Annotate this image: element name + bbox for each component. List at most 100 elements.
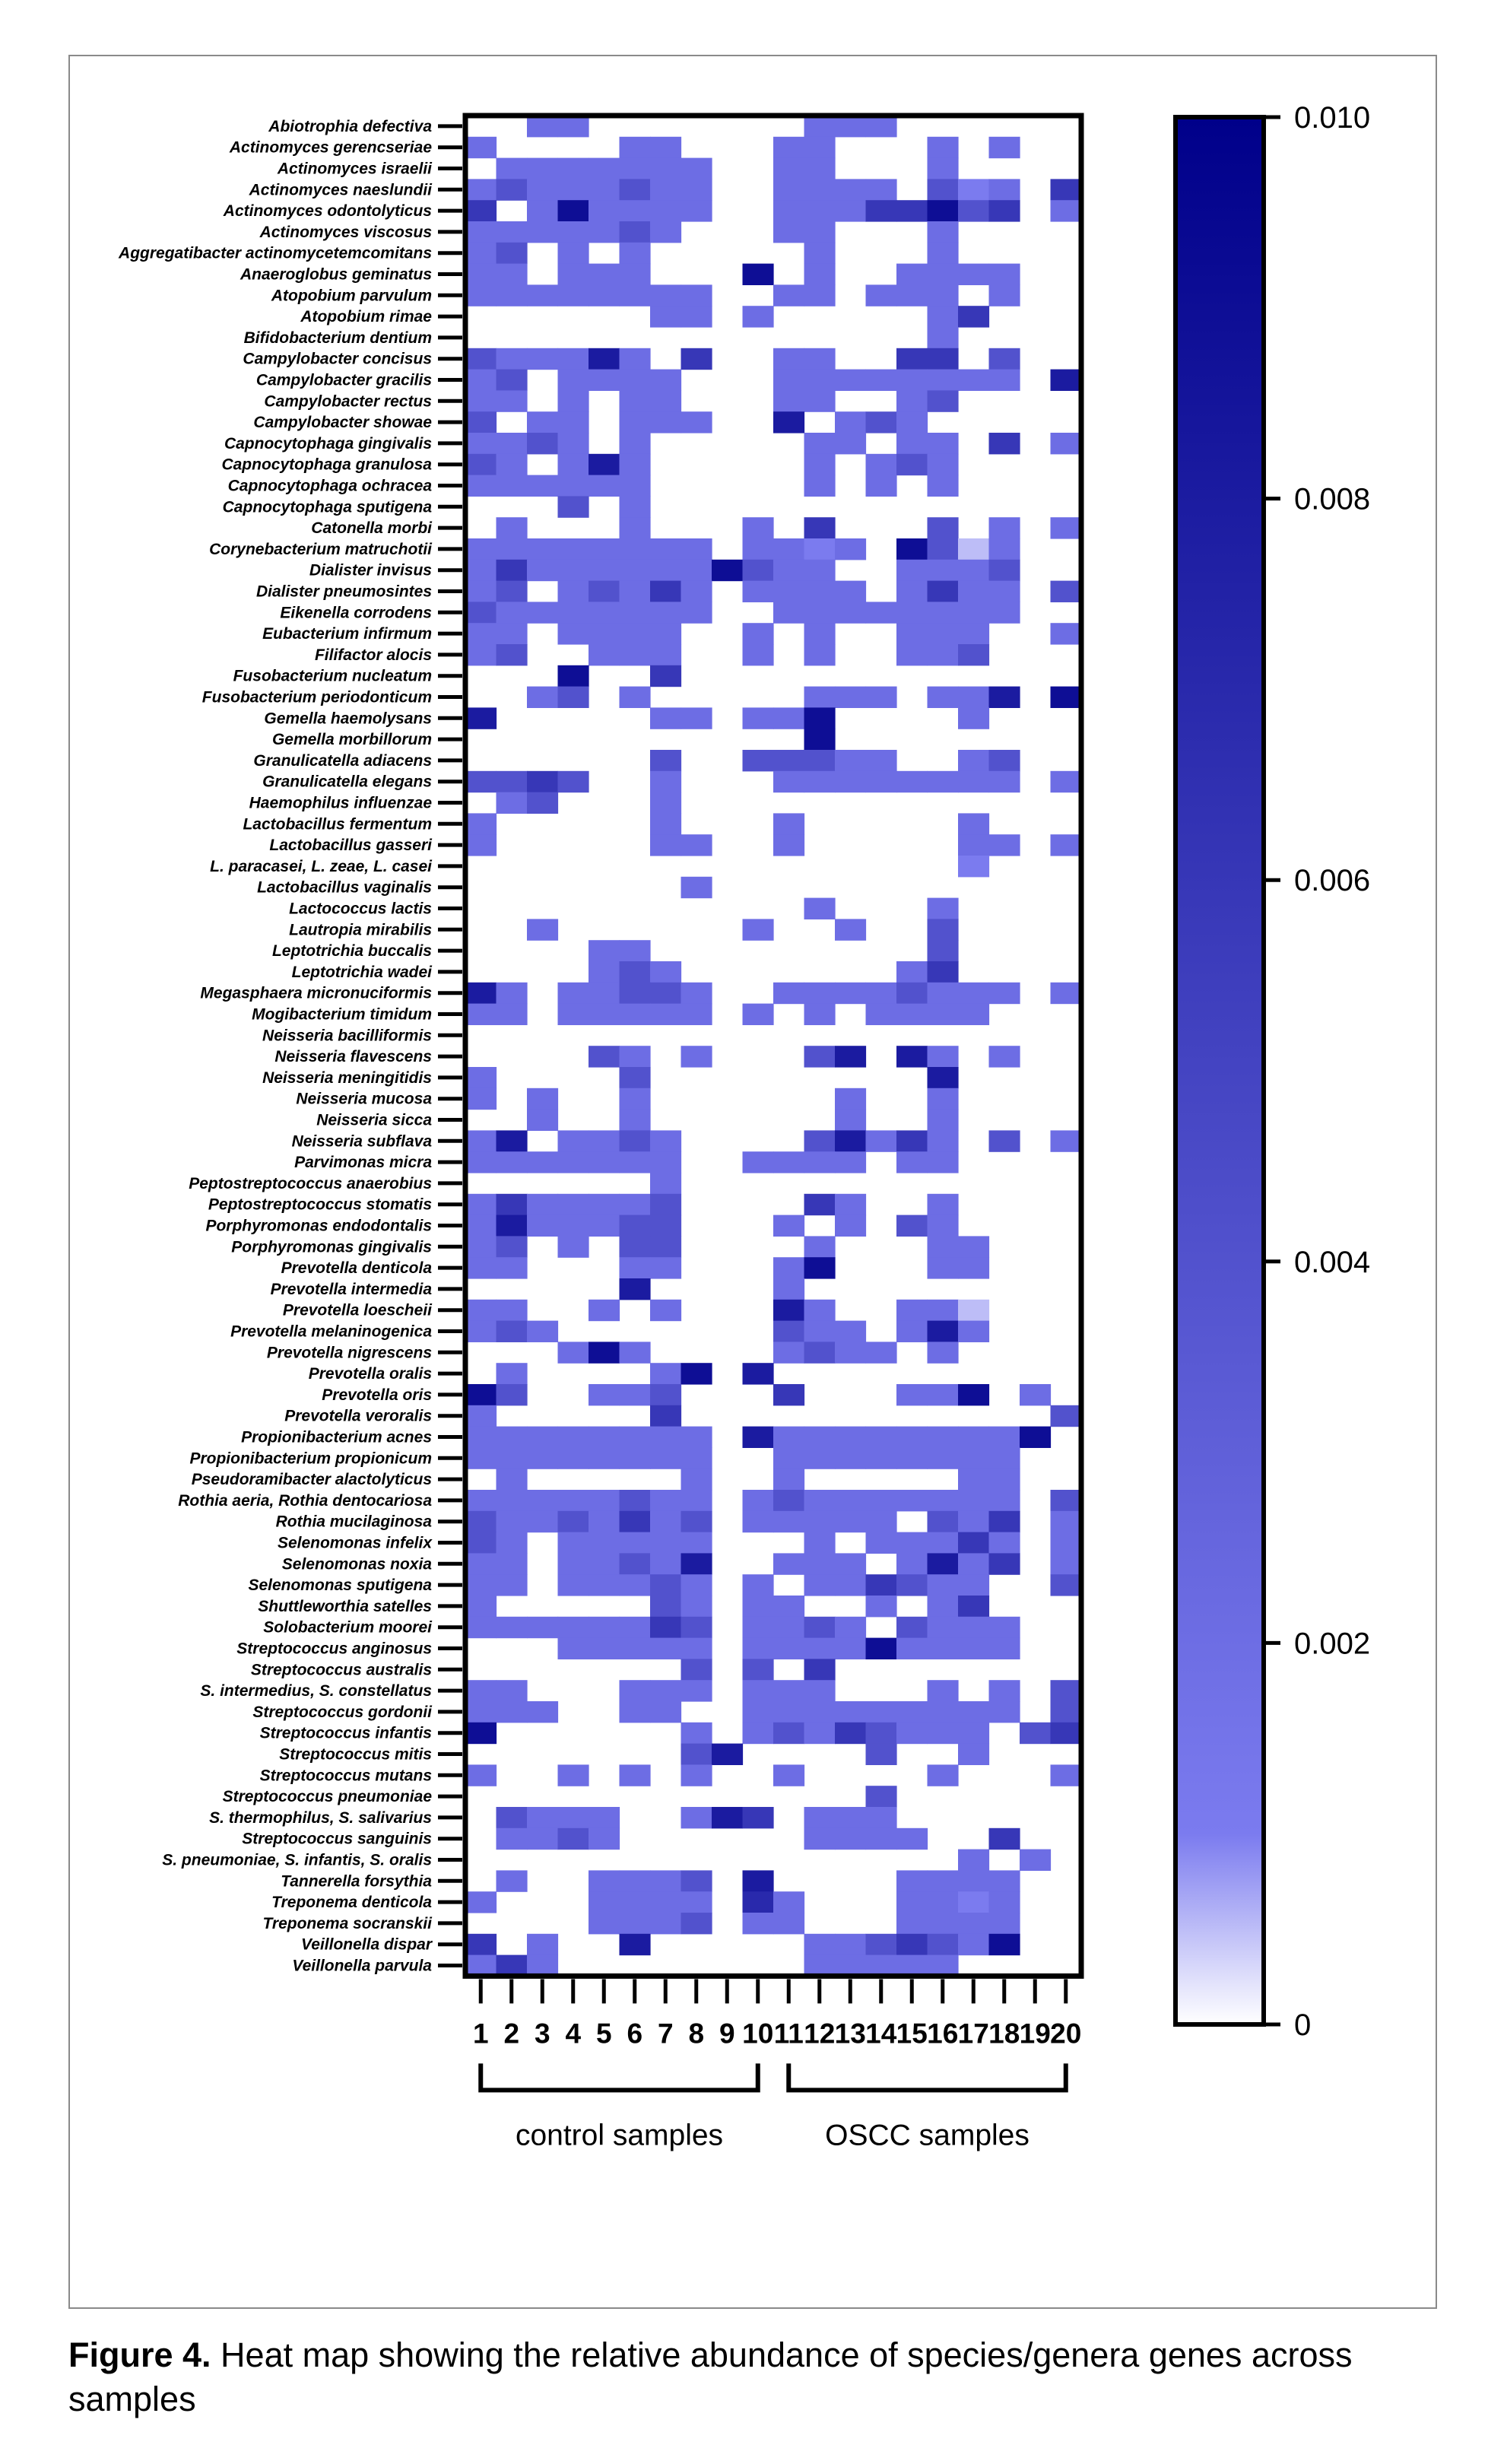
heatmap-cell bbox=[927, 686, 959, 708]
heatmap-cell bbox=[557, 1807, 589, 1829]
heatmap-cell bbox=[865, 116, 897, 138]
heatmap-cell bbox=[804, 453, 836, 476]
heatmap-cell bbox=[927, 1954, 959, 1977]
heatmap-cell bbox=[804, 1637, 836, 1659]
heatmap-cell bbox=[1050, 1532, 1082, 1554]
heatmap-cell bbox=[619, 538, 651, 560]
y-tick-label: Porphyromonas gingivalis bbox=[231, 1238, 432, 1256]
heatmap-cell bbox=[804, 1490, 836, 1512]
heatmap-cell bbox=[988, 1046, 1020, 1068]
heatmap-cell bbox=[896, 1532, 928, 1554]
heatmap-cell bbox=[650, 982, 682, 1005]
heatmap-cell bbox=[773, 750, 805, 772]
heatmap-cell bbox=[742, 1426, 774, 1448]
heatmap-cell bbox=[557, 200, 589, 222]
heatmap-cell bbox=[958, 1574, 990, 1596]
heatmap-cell bbox=[589, 580, 620, 602]
heatmap-cell bbox=[650, 1193, 682, 1216]
heatmap-cell bbox=[742, 263, 774, 285]
heatmap-cell bbox=[742, 559, 774, 582]
heatmap-cell bbox=[742, 644, 774, 666]
heatmap-cell bbox=[865, 475, 897, 497]
heatmap-cell bbox=[589, 1913, 620, 1935]
y-tick-label: Catonella morbi bbox=[311, 519, 433, 537]
x-tick-label: 11 bbox=[774, 2018, 804, 2049]
heatmap-cell bbox=[465, 1320, 497, 1342]
heatmap-cell bbox=[557, 1236, 589, 1258]
y-tick-label: Fusobacterium periodonticum bbox=[202, 689, 432, 706]
heatmap-cell bbox=[927, 390, 959, 412]
heatmap-cell bbox=[650, 580, 682, 602]
heatmap-cell bbox=[896, 1003, 928, 1025]
heatmap-cell bbox=[835, 1807, 867, 1829]
heatmap-cell bbox=[589, 453, 620, 476]
heatmap-cell bbox=[496, 1469, 528, 1491]
heatmap-cell bbox=[557, 284, 589, 306]
heatmap-cell bbox=[896, 1490, 928, 1512]
y-tick-label: Bifidobacterium dentium bbox=[244, 329, 432, 347]
heatmap-cell bbox=[496, 1574, 528, 1596]
x-tick-label: 4 bbox=[565, 2018, 581, 2049]
heatmap-cell bbox=[927, 1891, 959, 1913]
heatmap-cell bbox=[958, 1299, 990, 1322]
heatmap-cell bbox=[835, 1151, 867, 1173]
heatmap-cell bbox=[1050, 369, 1082, 391]
heatmap-cell bbox=[927, 770, 959, 793]
heatmap-cell bbox=[958, 770, 990, 793]
x-tick-label: 15 bbox=[896, 2018, 928, 2049]
heatmap-cell bbox=[988, 517, 1020, 539]
heatmap-cell bbox=[804, 1342, 836, 1364]
y-tick-label: Lactobacillus fermentum bbox=[243, 815, 432, 833]
heatmap-cell bbox=[958, 1596, 990, 1618]
heatmap-cell bbox=[496, 475, 528, 497]
heatmap-cell bbox=[557, 475, 589, 497]
heatmap-cell bbox=[804, 559, 836, 582]
colorbar-tick-label: 0.002 bbox=[1294, 1627, 1370, 1660]
heatmap-cell bbox=[681, 559, 712, 582]
heatmap-cell bbox=[927, 1933, 959, 1956]
heatmap-cell bbox=[465, 1426, 497, 1448]
heatmap-cell bbox=[927, 1342, 959, 1364]
heatmap-cell bbox=[1050, 1510, 1082, 1533]
heatmap-cell bbox=[958, 1003, 990, 1025]
heatmap-cell bbox=[527, 1616, 559, 1639]
heatmap-cell bbox=[1050, 1553, 1082, 1575]
heatmap-cell bbox=[589, 200, 620, 222]
heatmap-cell bbox=[650, 1236, 682, 1258]
heatmap-cell bbox=[835, 1722, 867, 1745]
heatmap-cell bbox=[1050, 982, 1082, 1005]
heatmap-cell bbox=[557, 1003, 589, 1025]
heatmap-cell bbox=[773, 770, 805, 793]
y-tick-label: Campylobacter rectus bbox=[264, 392, 432, 410]
heatmap-cell bbox=[865, 686, 897, 708]
heatmap-cell bbox=[465, 623, 497, 645]
heatmap-cell bbox=[773, 602, 805, 624]
heatmap-cell bbox=[681, 411, 712, 433]
heatmap-cell bbox=[557, 453, 589, 476]
heatmap-cell bbox=[988, 1933, 1020, 1956]
heatmap-cell bbox=[773, 1913, 805, 1935]
heatmap-cell bbox=[496, 580, 528, 602]
heatmap-cell bbox=[496, 1510, 528, 1533]
heatmap-cell bbox=[927, 1616, 959, 1639]
heatmap-cell bbox=[557, 496, 589, 518]
heatmap-cell bbox=[650, 1257, 682, 1279]
heatmap-cell bbox=[865, 1701, 897, 1723]
heatmap-cell bbox=[742, 919, 774, 941]
y-tick-label: Megasphaera micronuciformis bbox=[200, 985, 432, 1002]
heatmap-cell bbox=[1020, 1849, 1052, 1871]
heatmap-cell bbox=[527, 284, 559, 306]
y-tick-label: Rothia mucilaginosa bbox=[276, 1513, 433, 1531]
heatmap-cell bbox=[927, 1193, 959, 1216]
heatmap-cell bbox=[958, 306, 990, 328]
colorbar-tick-label: 0.006 bbox=[1294, 864, 1370, 897]
heatmap-cell bbox=[465, 1384, 497, 1406]
heatmap-cell bbox=[988, 179, 1020, 201]
heatmap-cell bbox=[1050, 200, 1082, 222]
heatmap-cell bbox=[804, 1659, 836, 1681]
heatmap-cell bbox=[865, 1596, 897, 1618]
heatmap-cell bbox=[496, 284, 528, 306]
heatmap-cell bbox=[896, 1933, 928, 1956]
heatmap-cell bbox=[804, 1553, 836, 1575]
heatmap-cell bbox=[650, 1405, 682, 1427]
